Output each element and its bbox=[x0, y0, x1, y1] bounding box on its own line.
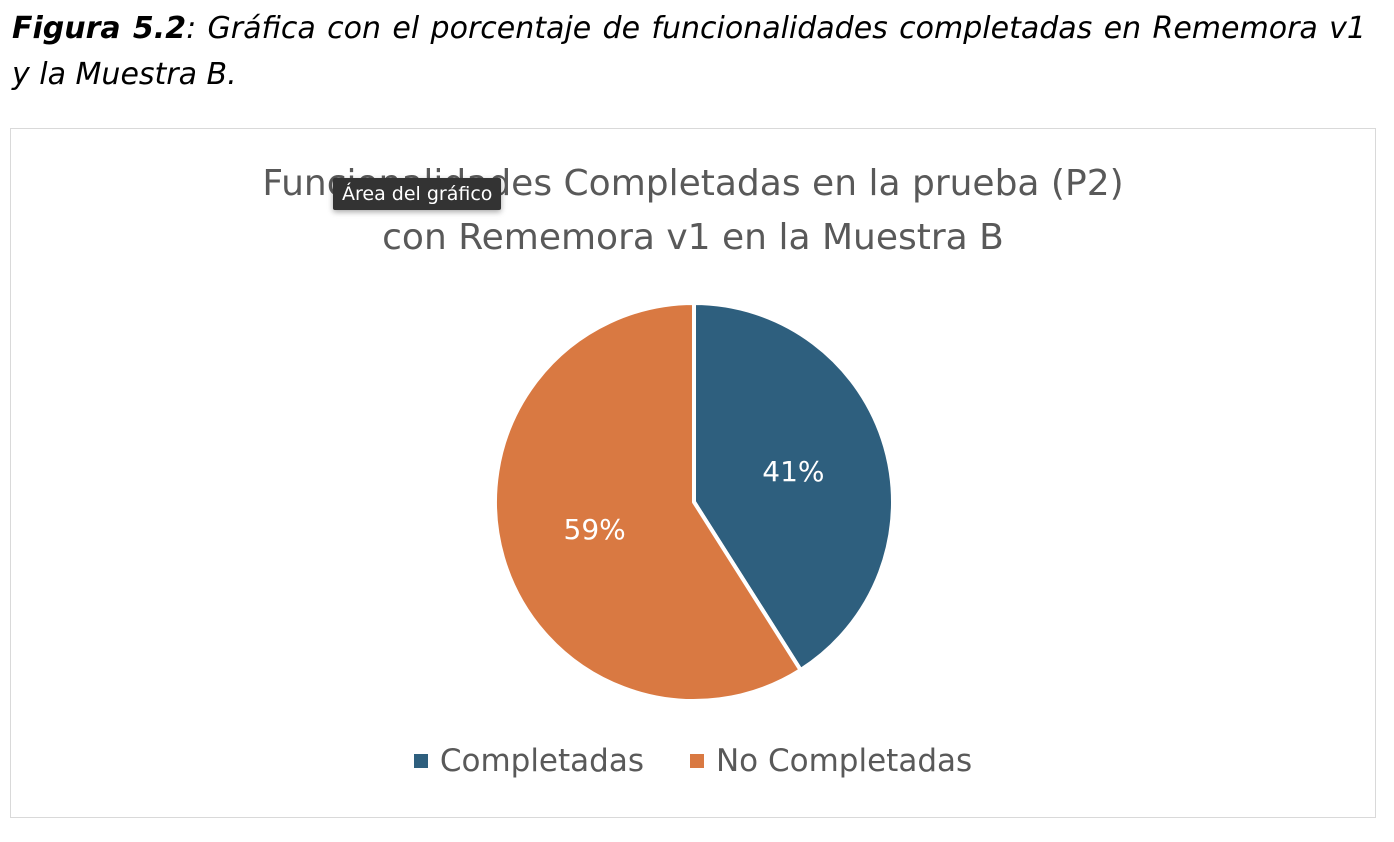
pie-slice-no-completadas[interactable] bbox=[493, 301, 803, 703]
legend-label-completadas: Completadas bbox=[439, 743, 644, 779]
chart-area-tooltip: Área del gráfico bbox=[333, 178, 502, 210]
chart-area[interactable]: Funcionalidades Completadas en la prueba… bbox=[10, 128, 1376, 818]
legend-item-no-completadas[interactable]: No Completadas bbox=[689, 743, 973, 779]
data-label-no-completadas: 59% bbox=[564, 513, 626, 546]
pie-slices bbox=[493, 301, 895, 703]
figure-label: Figura 5.2 bbox=[12, 11, 187, 46]
legend-label-no-completadas: No Completadas bbox=[715, 743, 973, 779]
figure-caption: Figura 5.2: Gráfica con el porcentaje de… bbox=[12, 6, 1366, 98]
figure-caption-text: : Gráfica con el porcentaje de funcional… bbox=[12, 11, 1366, 92]
legend-swatch-no-completadas bbox=[689, 754, 704, 768]
chart-legend[interactable]: Completadas No Completadas bbox=[11, 743, 1375, 779]
data-label-completadas: 41% bbox=[762, 455, 824, 488]
pie-data-labels: 41% 59% bbox=[564, 455, 825, 546]
legend-swatch-completadas bbox=[413, 754, 428, 768]
legend-item-completadas[interactable]: Completadas bbox=[413, 743, 644, 779]
pie-chart[interactable]: 41% 59% bbox=[11, 129, 1377, 819]
chart-title-line-2: con Rememora v1 en la Muestra B bbox=[382, 217, 1004, 258]
